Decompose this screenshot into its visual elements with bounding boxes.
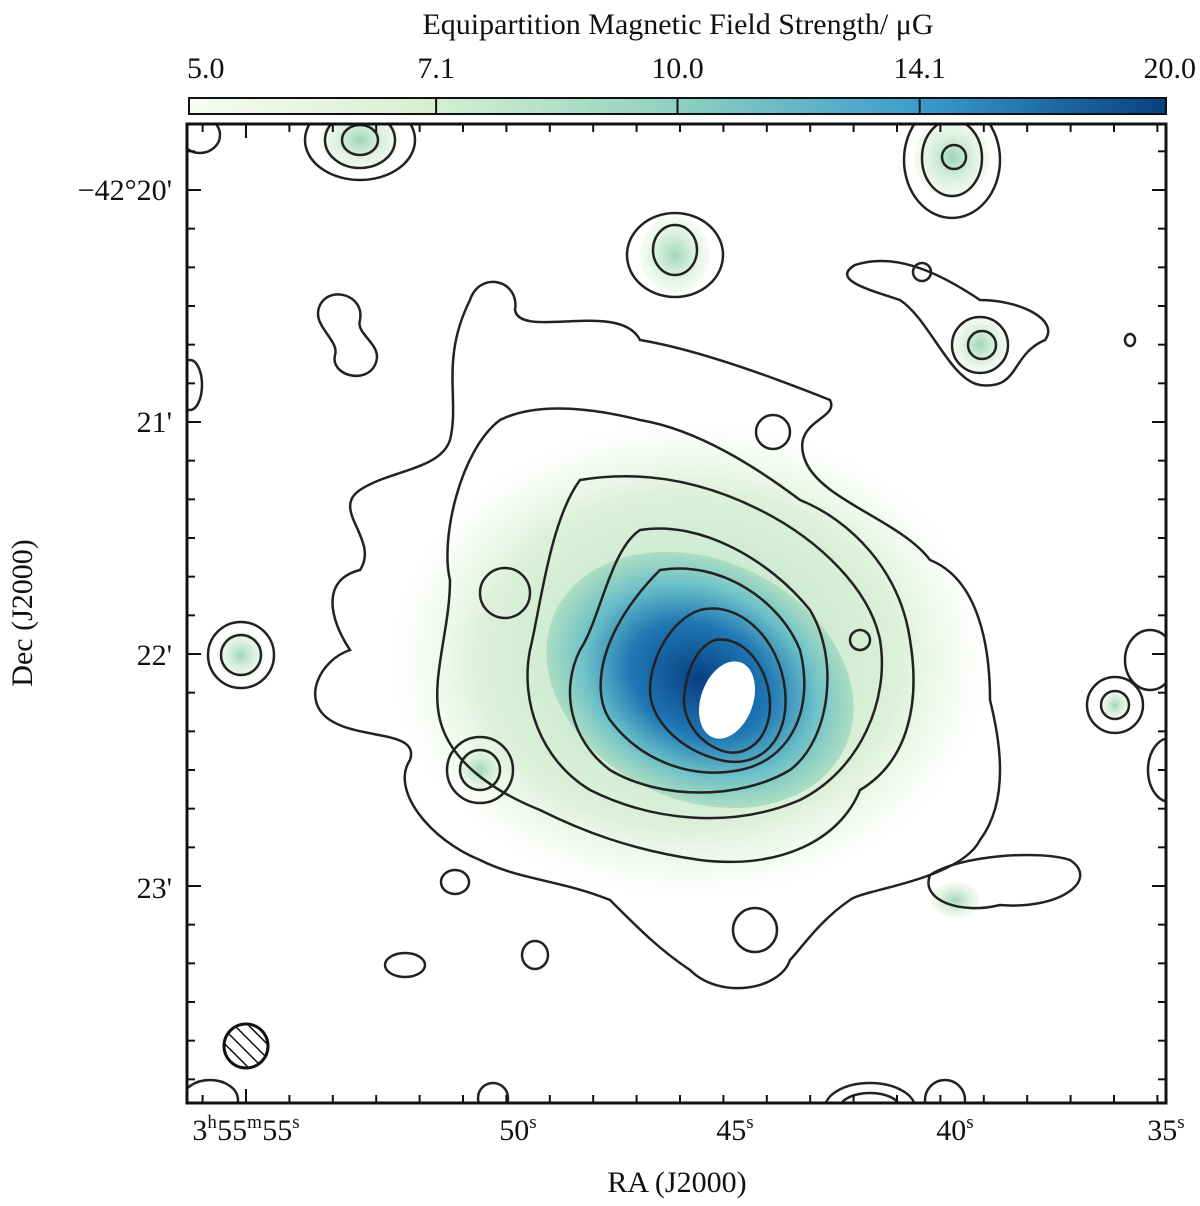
source-blob: [952, 317, 1008, 373]
y-tick-label: 23': [137, 872, 172, 905]
y-axis-label: Dec (J2000): [6, 539, 39, 686]
colorbar-ticks: 5.0 7.1 10.0 14.1 20.0: [187, 52, 1196, 85]
colorbar-tick-label: 20.0: [1144, 52, 1197, 85]
x-tick-labels: 3h 55m 55s 50s 45s 40s 35s: [192, 1112, 1184, 1147]
beam-icon: [222, 1022, 270, 1070]
axis-ticks: [187, 124, 1166, 1103]
source-blob: [458, 748, 502, 792]
x-tick-label: 45s: [716, 1112, 753, 1147]
x-axis-label: RA (J2000): [607, 1166, 746, 1199]
y-tick-label: −42°20': [78, 174, 172, 207]
x-tick-label: 35s: [1147, 1112, 1184, 1147]
source-blob: [640, 217, 710, 293]
colorbar-tick-label: 5.0: [187, 52, 225, 85]
contours: [187, 124, 1166, 1103]
y-tick-labels: −42°20' 21' 22' 23': [78, 174, 172, 905]
source-blob: [217, 631, 265, 679]
x-tick-label: 40s: [936, 1112, 973, 1147]
source-blob: [914, 124, 990, 198]
colorbar-tick-label: 7.1: [417, 52, 455, 85]
source-blob: [320, 124, 400, 170]
y-tick-label: 21': [137, 406, 172, 439]
x-tick-label: 3h 55m 55s: [192, 1112, 299, 1147]
source-blob: [930, 882, 980, 918]
map-image: [187, 124, 1166, 1103]
y-tick-label: 22': [137, 639, 172, 672]
colorbar-tick-label: 14.1: [893, 52, 946, 85]
x-tick-label: 50s: [499, 1112, 536, 1147]
colorbar-tick-label: 10.0: [651, 52, 704, 85]
saturated-center: [698, 661, 756, 739]
plot-frame: [185, 122, 1168, 1105]
source-blob: [1100, 690, 1130, 720]
colorbar-label: Equipartition Magnetic Field Strength/ μ…: [422, 8, 933, 41]
